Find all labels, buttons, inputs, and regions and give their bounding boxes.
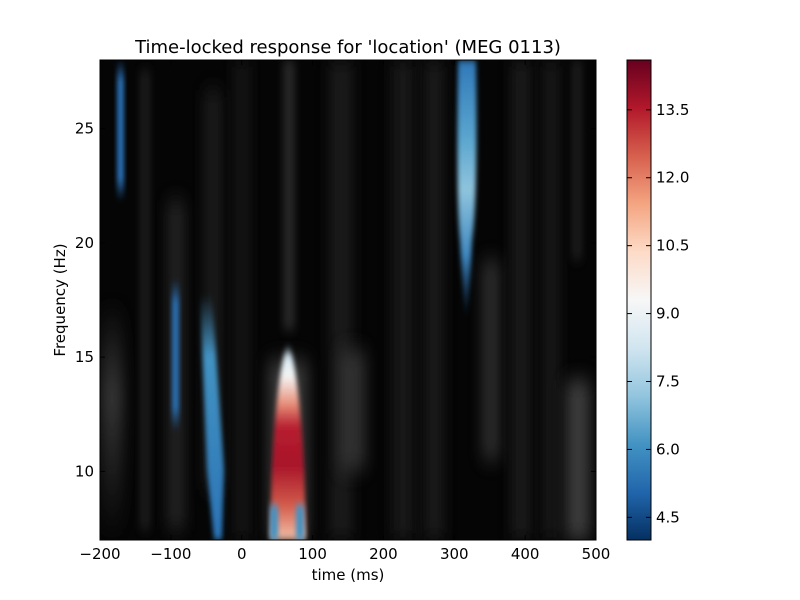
colorbar-tick-label: 7.5	[656, 373, 680, 391]
plot-frame	[99, 59, 597, 541]
colorbar-tick-label: 6.0	[656, 440, 680, 458]
y-tick-label: 10	[75, 462, 94, 480]
cluster-1	[117, 60, 124, 200]
x-tick-label: 100	[298, 545, 327, 563]
x-axis-label: time (ms)	[312, 566, 385, 584]
colorbar-tick-label: 9.0	[656, 305, 680, 323]
x-tick-label: 400	[511, 545, 540, 563]
cluster-3	[200, 295, 224, 540]
cluster-5	[457, 60, 477, 320]
y-tick-label: 20	[75, 234, 94, 252]
x-axis: −200 −100 0 100 200 300 400 500	[79, 60, 610, 563]
x-tick-label: 0	[237, 545, 247, 563]
significant-clusters	[117, 60, 477, 540]
x-tick-label: 300	[440, 545, 469, 563]
y-tick-label: 15	[75, 348, 94, 366]
y-axis: 10 15 20 25	[75, 120, 596, 480]
cluster-4	[270, 345, 306, 540]
colorbar-tick-label: 13.5	[656, 101, 689, 119]
colorbar-tick-label: 4.5	[656, 508, 680, 526]
x-tick-label: −100	[150, 545, 191, 563]
colorbar-tick-label: 12.0	[656, 169, 689, 187]
y-axis-label: Frequency (Hz)	[51, 243, 69, 356]
colorbar-ticks: 4.5 6.0 7.5 9.0 10.5 12.0 13.5	[627, 101, 689, 526]
colorbar-tick-label: 10.5	[656, 237, 689, 255]
x-tick-label: 200	[369, 545, 398, 563]
x-tick-label: −200	[79, 545, 120, 563]
heatmap-plot-area	[99, 59, 597, 541]
colorbar: 4.5 6.0 7.5 9.0 10.5 12.0 13.5	[626, 59, 689, 541]
cluster-2	[172, 280, 179, 430]
colorbar-gradient	[626, 59, 652, 541]
y-tick-label: 25	[75, 120, 94, 138]
x-tick-label: 500	[582, 545, 611, 563]
chart-title: Time-locked response for 'location' (MEG…	[134, 37, 561, 58]
